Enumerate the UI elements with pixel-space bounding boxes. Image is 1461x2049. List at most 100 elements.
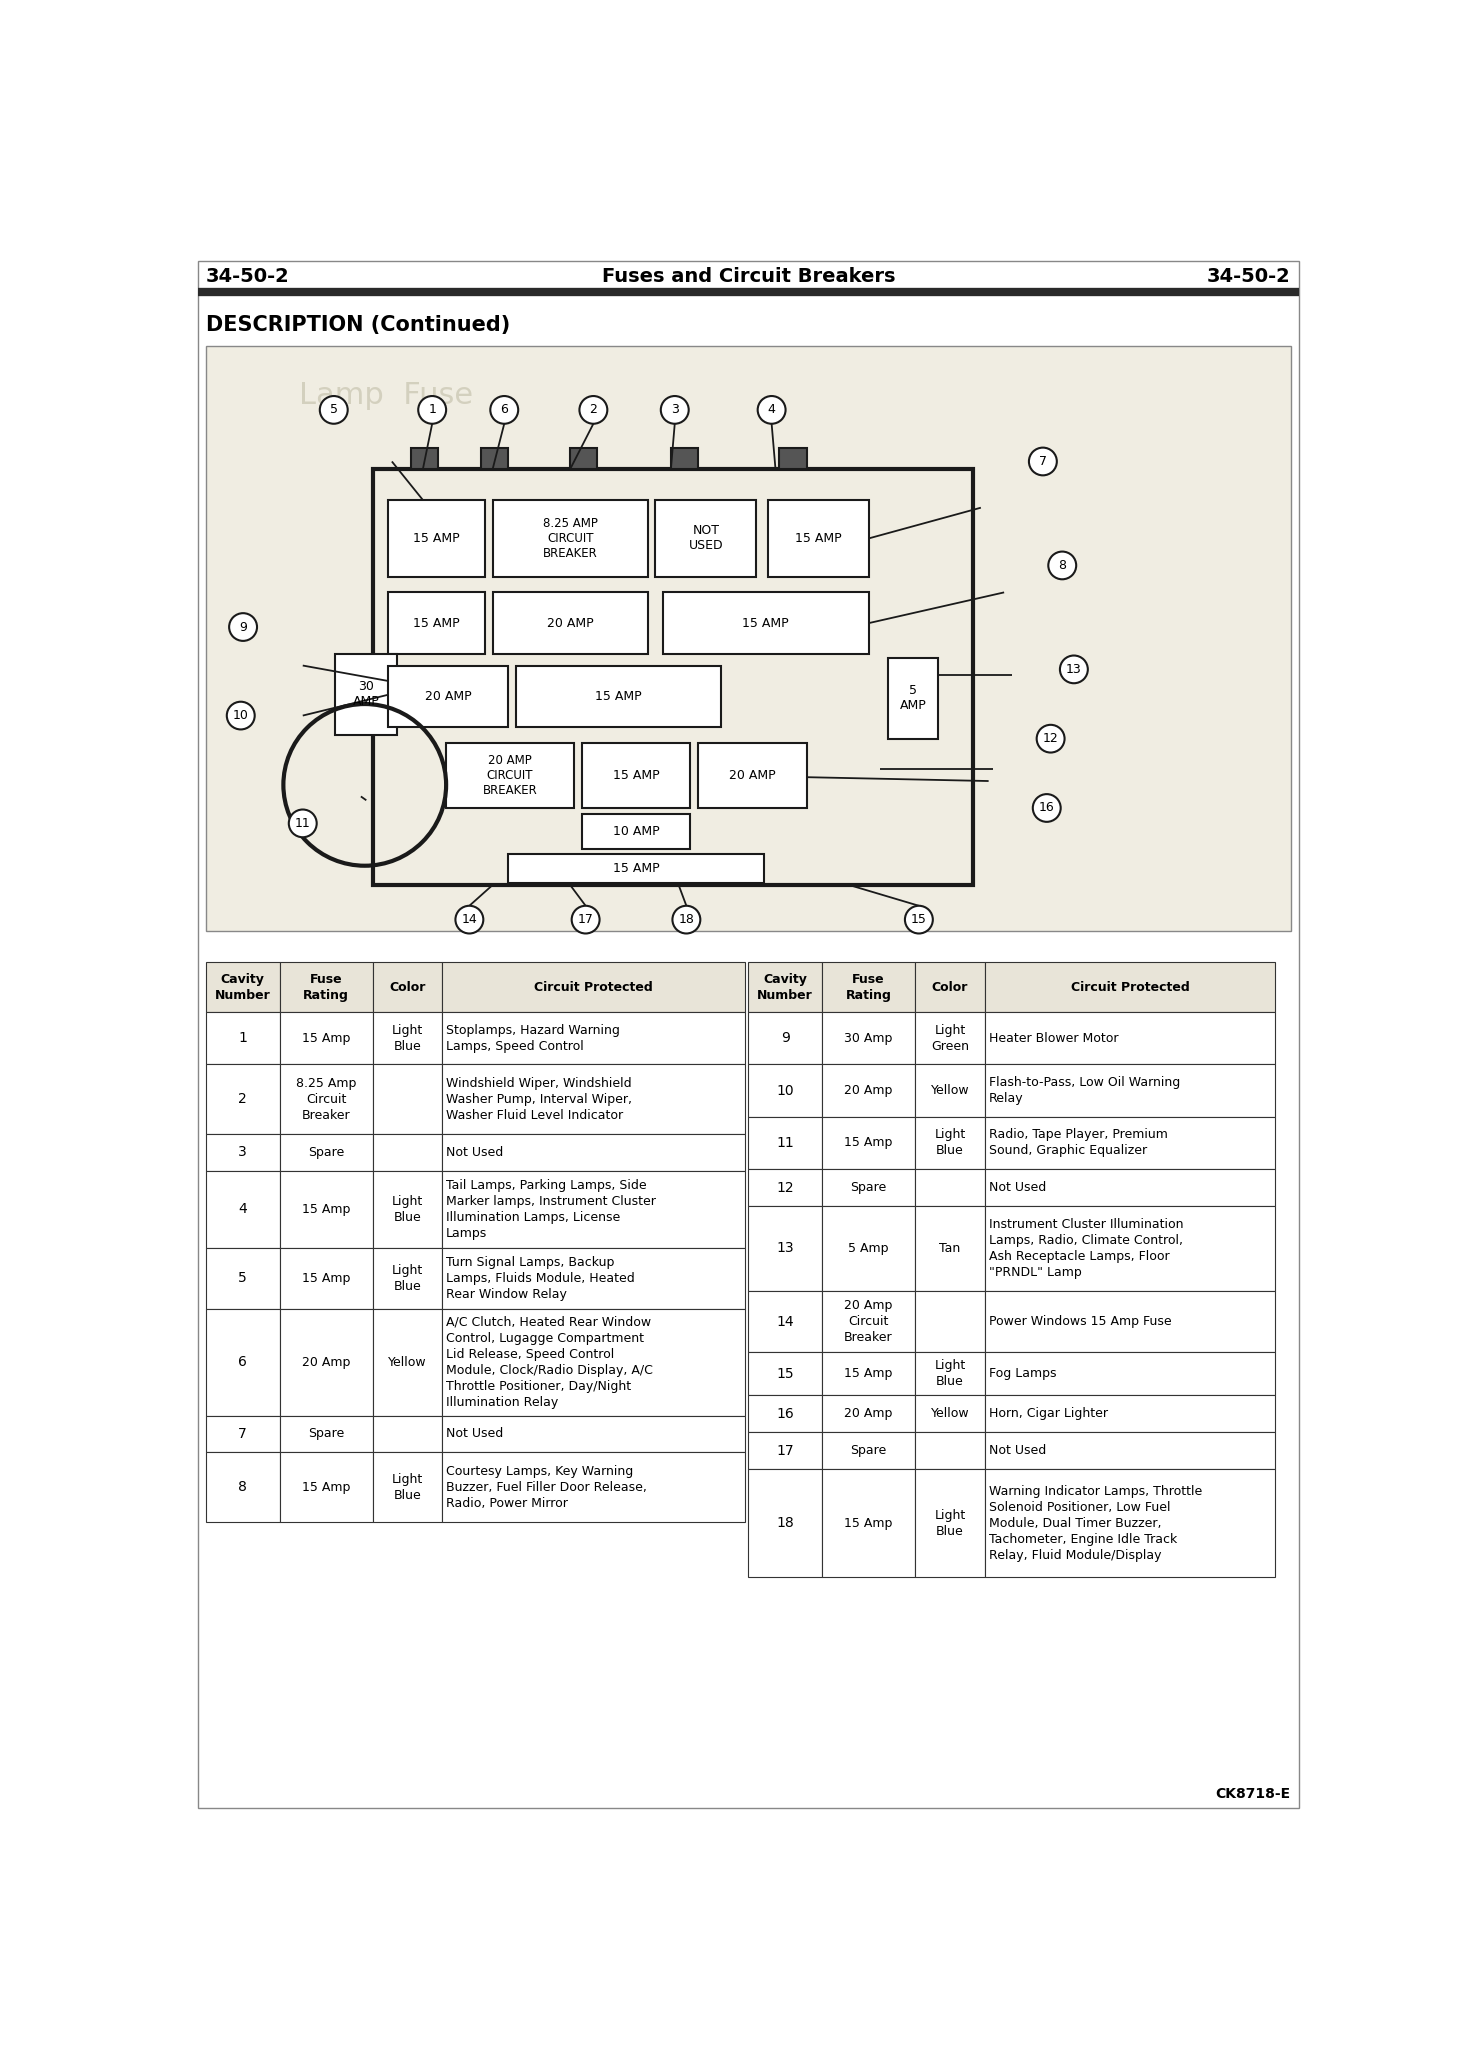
- Text: 10 AMP: 10 AMP: [612, 826, 659, 838]
- Text: 15 Amp: 15 Amp: [844, 1516, 893, 1531]
- Text: 12: 12: [776, 1180, 793, 1195]
- Text: Cavity
Number: Cavity Number: [215, 973, 270, 1002]
- Bar: [516, 666, 722, 727]
- Bar: [915, 1352, 985, 1395]
- Text: 8: 8: [238, 1479, 247, 1494]
- Text: 14: 14: [462, 914, 478, 926]
- Circle shape: [418, 395, 446, 424]
- Bar: [915, 1063, 985, 1117]
- Bar: [373, 1012, 443, 1063]
- Text: CK8718-E: CK8718-E: [1216, 1787, 1292, 1801]
- Text: 18: 18: [776, 1516, 795, 1531]
- Bar: [443, 1453, 745, 1522]
- Text: Yellow: Yellow: [931, 1408, 969, 1420]
- Text: 20 AMP: 20 AMP: [425, 691, 472, 703]
- Circle shape: [1033, 795, 1061, 822]
- Text: 9: 9: [240, 621, 247, 633]
- Circle shape: [758, 395, 786, 424]
- Text: Yellow: Yellow: [389, 1356, 427, 1369]
- Bar: [443, 961, 745, 1012]
- Bar: [748, 1291, 823, 1352]
- Text: 2: 2: [238, 1092, 247, 1106]
- Text: Flash-to-Pass, Low Oil Warning
Relay: Flash-to-Pass, Low Oil Warning Relay: [989, 1076, 1180, 1104]
- Bar: [823, 961, 915, 1012]
- Bar: [985, 1469, 1275, 1578]
- Bar: [915, 1469, 985, 1578]
- Bar: [373, 1133, 443, 1170]
- Bar: [985, 1352, 1275, 1395]
- Bar: [915, 961, 985, 1012]
- Text: 9: 9: [780, 1031, 789, 1045]
- Text: 15 Amp: 15 Amp: [302, 1203, 351, 1215]
- Text: Light
Blue: Light Blue: [934, 1358, 966, 1389]
- Circle shape: [1037, 725, 1065, 752]
- Text: Fuse
Rating: Fuse Rating: [846, 973, 891, 1002]
- Bar: [985, 1012, 1275, 1063]
- Text: Fuses and Circuit Breakers: Fuses and Circuit Breakers: [602, 268, 896, 287]
- Text: 7: 7: [238, 1426, 247, 1440]
- Text: 2: 2: [589, 404, 598, 416]
- Text: Heater Blower Motor: Heater Blower Motor: [989, 1033, 1118, 1045]
- Text: 15 AMP: 15 AMP: [742, 617, 789, 629]
- Text: Color: Color: [932, 981, 969, 994]
- Text: 20 AMP: 20 AMP: [729, 768, 776, 783]
- Text: NOT
USED: NOT USED: [688, 525, 723, 553]
- Bar: [443, 1063, 745, 1133]
- Bar: [373, 1416, 443, 1453]
- Text: Light
Blue: Light Blue: [392, 1024, 424, 1053]
- Bar: [888, 658, 938, 740]
- Bar: [279, 1063, 373, 1133]
- Bar: [206, 1416, 279, 1453]
- Text: 15 AMP: 15 AMP: [612, 768, 659, 783]
- Bar: [985, 1117, 1275, 1170]
- Text: 34-50-2: 34-50-2: [1207, 268, 1292, 287]
- Bar: [443, 1248, 745, 1309]
- Text: Light
Green: Light Green: [931, 1024, 969, 1053]
- Bar: [446, 742, 574, 807]
- Text: 5 Amp: 5 Amp: [849, 1242, 888, 1254]
- Text: Fog Lamps: Fog Lamps: [989, 1367, 1056, 1381]
- Bar: [492, 500, 647, 578]
- Bar: [748, 1432, 823, 1469]
- Bar: [823, 1063, 915, 1117]
- Text: 16: 16: [1039, 801, 1055, 816]
- Text: 15 AMP: 15 AMP: [413, 617, 460, 629]
- Text: DESCRIPTION (Continued): DESCRIPTION (Continued): [206, 316, 510, 336]
- Text: Circuit Protected: Circuit Protected: [535, 981, 653, 994]
- Text: Fuse
Rating: Fuse Rating: [302, 973, 349, 1002]
- Bar: [656, 500, 757, 578]
- Text: Spare: Spare: [850, 1445, 887, 1457]
- Bar: [581, 813, 690, 848]
- Text: Turn Signal Lamps, Backup
Lamps, Fluids Module, Heated
Rear Window Relay: Turn Signal Lamps, Backup Lamps, Fluids …: [446, 1256, 636, 1301]
- Text: 14: 14: [776, 1315, 793, 1328]
- Bar: [389, 500, 485, 578]
- Text: 13: 13: [776, 1242, 793, 1256]
- Text: 15 AMP: 15 AMP: [795, 533, 842, 545]
- Text: Courtesy Lamps, Key Warning
Buzzer, Fuel Filler Door Release,
Radio, Power Mirro: Courtesy Lamps, Key Warning Buzzer, Fuel…: [446, 1465, 647, 1510]
- Bar: [985, 1207, 1275, 1291]
- Bar: [915, 1291, 985, 1352]
- Bar: [915, 1170, 985, 1207]
- Bar: [206, 1170, 279, 1248]
- Text: 16: 16: [776, 1408, 795, 1420]
- Text: Yellow: Yellow: [931, 1084, 969, 1096]
- Text: Color: Color: [389, 981, 425, 994]
- Bar: [779, 447, 806, 469]
- Bar: [748, 1012, 823, 1063]
- Text: 8.25 Amp
Circuit
Breaker: 8.25 Amp Circuit Breaker: [295, 1076, 356, 1121]
- Bar: [373, 1170, 443, 1248]
- Circle shape: [456, 906, 484, 934]
- Text: Lamp  Fuse: Lamp Fuse: [300, 381, 473, 410]
- Text: Spare: Spare: [850, 1180, 887, 1195]
- Text: 8.25 AMP
CIRCUIT
BREAKER: 8.25 AMP CIRCUIT BREAKER: [542, 516, 598, 559]
- Text: 10: 10: [232, 709, 248, 721]
- Text: 10: 10: [776, 1084, 793, 1098]
- Text: Light
Blue: Light Blue: [392, 1264, 424, 1293]
- Bar: [985, 1063, 1275, 1117]
- Bar: [915, 1207, 985, 1291]
- Text: 18: 18: [678, 914, 694, 926]
- Bar: [915, 1395, 985, 1432]
- Bar: [206, 1309, 279, 1416]
- Bar: [823, 1170, 915, 1207]
- Bar: [206, 1453, 279, 1522]
